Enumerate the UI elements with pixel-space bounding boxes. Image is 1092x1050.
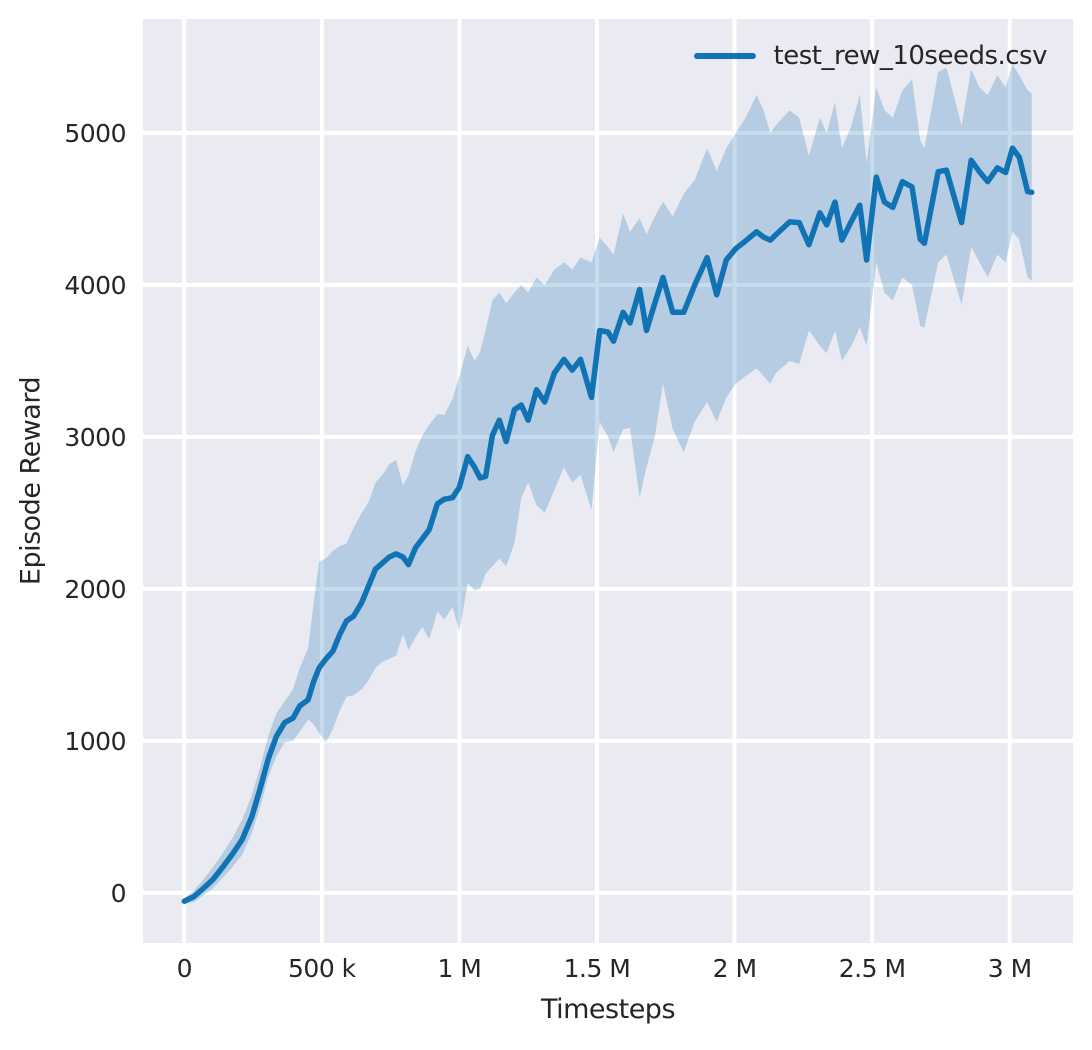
plot-area <box>143 19 1073 943</box>
y-tick-label: 4000 <box>64 271 126 300</box>
x-tick-label: 0 <box>177 954 192 983</box>
y-tick-label: 2000 <box>64 575 126 604</box>
x-tick-label: 2 M <box>713 954 757 983</box>
x-axis-label: Timesteps <box>540 994 676 1025</box>
mean-reward-line <box>181 145 1035 904</box>
legend: test_rew_10seeds.csv <box>693 41 1048 71</box>
x-tick-label: 500 k <box>288 954 357 983</box>
y-tick-label: 0 <box>111 879 126 908</box>
confidence-band <box>184 64 1032 905</box>
y-tick-label: 3000 <box>64 423 126 452</box>
y-axis-label: Episode Reward <box>15 376 47 586</box>
x-tick-label: 1 M <box>437 954 481 983</box>
y-tick-label: 1000 <box>64 727 126 756</box>
x-tick-label: 1.5 M <box>564 954 631 983</box>
x-tick-label: 2.5 M <box>839 954 906 983</box>
legend-line-swatch <box>693 53 756 59</box>
x-tick-label: 3 M <box>988 954 1032 983</box>
y-tick-label: 5000 <box>64 119 126 148</box>
legend-entry-label: test_rew_10seeds.csv <box>773 41 1048 71</box>
